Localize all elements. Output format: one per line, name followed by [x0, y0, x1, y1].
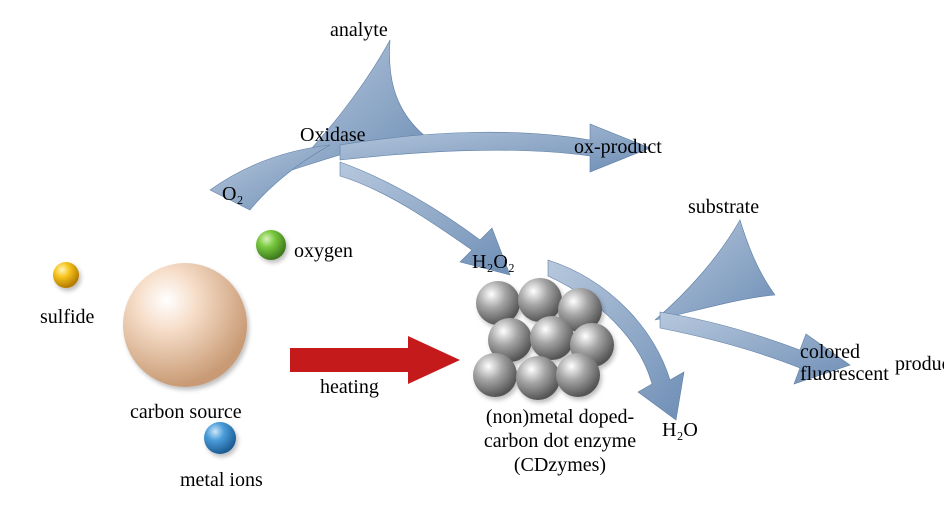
oxygen-label: oxygen [294, 239, 353, 263]
sulfide-label: sulfide [40, 305, 94, 329]
metal-ions-sphere [204, 422, 236, 454]
analyte-swoosh [292, 40, 430, 170]
diagram-stage: { "canvas": { "width": 944, "height": 52… [0, 0, 944, 520]
product-word-label: product [895, 352, 944, 376]
cdzymes-line2: carbon dot enzyme [484, 430, 636, 452]
sulfide-sphere [53, 262, 79, 288]
analyte-label: analyte [330, 18, 388, 42]
o2-label: O₂ [222, 182, 243, 206]
carbon-source-sphere [123, 263, 247, 387]
oxygen-sphere [256, 230, 286, 260]
carbon-source-label: carbon source [130, 400, 242, 424]
ox-product-label: ox-product [574, 135, 662, 159]
metal-ions-label: metal ions [180, 468, 263, 492]
h2o-label: H₂O [662, 418, 698, 442]
substrate-swoosh [655, 220, 775, 320]
cdzymes-line1: (non)metal doped- [486, 406, 634, 428]
substrate-label: substrate [688, 195, 759, 219]
h2o2-label: H₂O₂ [472, 250, 515, 274]
cdzymes-label: (non)metal doped- carbon dot enzyme (CDz… [460, 405, 660, 477]
oxidase-label: Oxidase [300, 123, 366, 147]
h2o2-to-h2o-arrow [548, 260, 684, 420]
cdzymes-line3: (CDzymes) [514, 454, 606, 476]
product-fluorescent-label: fluorescent [800, 362, 889, 386]
product-colored-label: colored [800, 340, 860, 364]
heating-label: heating [320, 375, 379, 399]
arrows-group [210, 40, 850, 420]
cdzymes-cluster [473, 278, 614, 400]
